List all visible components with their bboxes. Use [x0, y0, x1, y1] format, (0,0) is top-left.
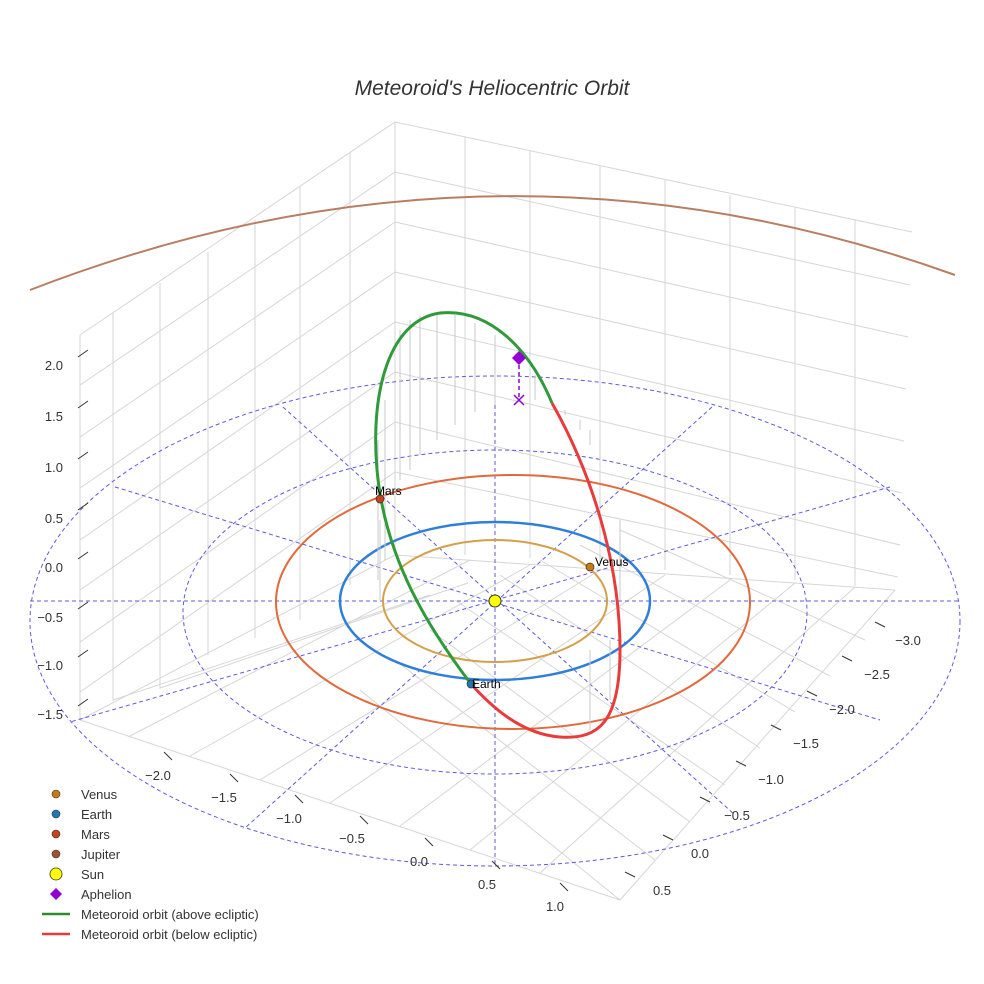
legend: Venus Earth Mars Jupiter Sun Aphelion Me…: [42, 787, 259, 942]
y-tick-label: −0.5: [724, 808, 750, 823]
venus-marker: [585, 562, 595, 572]
legend-label: Meteoroid orbit (below ecliptic): [81, 927, 257, 942]
jupiter-orbit: [29, 195, 956, 291]
sun-marker: [488, 594, 502, 608]
legend-label: Meteoroid orbit (above ecliptic): [81, 907, 259, 922]
z-tick-label: −1.0: [37, 658, 63, 673]
aphelion-projection-x-icon: [513, 394, 525, 406]
z-tick-label: 2.0: [45, 358, 63, 373]
x-tick-label: −0.5: [339, 831, 365, 846]
y-tick-label: −3.0: [895, 633, 921, 648]
y-tick-label: −1.0: [758, 772, 784, 787]
legend-label: Venus: [81, 787, 118, 802]
x-tick-label: 0.5: [478, 877, 496, 892]
legend-venus-marker: [51, 789, 61, 799]
legend-label: Sun: [81, 867, 104, 882]
x-axis: −2.0 −1.5 −1.0 −0.5 0.0 0.5 1.0: [145, 751, 569, 914]
meteoroid-drop-lines: [377, 313, 621, 730]
x-tick-label: 0.0: [410, 854, 428, 869]
x-tick-label: −1.5: [211, 790, 237, 805]
legend-label: Mars: [81, 827, 110, 842]
earth-marker: [466, 679, 476, 689]
mars-orbit: [275, 474, 751, 730]
chart-title: Meteoroid's Heliocentric Orbit: [355, 77, 631, 100]
venus-label: Venus: [595, 555, 628, 569]
legend-jupiter-marker: [51, 849, 61, 859]
legend-label: Aphelion: [81, 887, 132, 902]
x-tick-label: −2.0: [145, 768, 171, 783]
y-tick-label: −2.0: [829, 702, 855, 717]
meteoroid-orbit-below: [469, 402, 622, 739]
grid-box: [79, 121, 913, 901]
legend-sun-marker: [49, 867, 63, 881]
y-tick-label: −1.5: [793, 736, 819, 751]
meteoroid-orbit-above: [374, 311, 554, 685]
ecliptic-polar-grid: [29, 375, 961, 867]
earth-label: Earth: [472, 677, 501, 691]
z-tick-label: 0.0: [45, 560, 63, 575]
z-tick-label: 1.0: [45, 460, 63, 475]
mars-label: Mars: [375, 484, 402, 498]
aphelion-marker: [512, 351, 526, 365]
venus-orbit: [382, 539, 608, 663]
y-tick-label: 0.5: [653, 883, 671, 898]
z-tick-label: −0.5: [37, 610, 63, 625]
z-tick-label: 1.5: [45, 409, 63, 424]
legend-earth-marker: [51, 809, 61, 819]
legend-aphelion-marker: [50, 888, 62, 900]
y-axis: −3.0 −2.5 −2.0 −1.5 −1.0 −0.5 0.0 0.5: [624, 621, 921, 898]
z-tick-label: 0.5: [45, 511, 63, 526]
y-tick-label: 0.0: [691, 846, 709, 861]
legend-label: Jupiter: [81, 847, 121, 862]
x-tick-label: 1.0: [546, 899, 564, 914]
earth-orbit: [338, 520, 652, 682]
x-tick-label: −1.0: [276, 811, 302, 826]
legend-label: Earth: [81, 807, 112, 822]
legend-mars-marker: [51, 829, 61, 839]
y-tick-label: −2.5: [864, 667, 890, 682]
mars-marker: [375, 494, 385, 504]
z-tick-label: −1.5: [37, 707, 63, 722]
z-axis: 2.0 1.5 1.0 0.5 0.0 −0.5 −1.0 −1.5: [37, 349, 89, 722]
